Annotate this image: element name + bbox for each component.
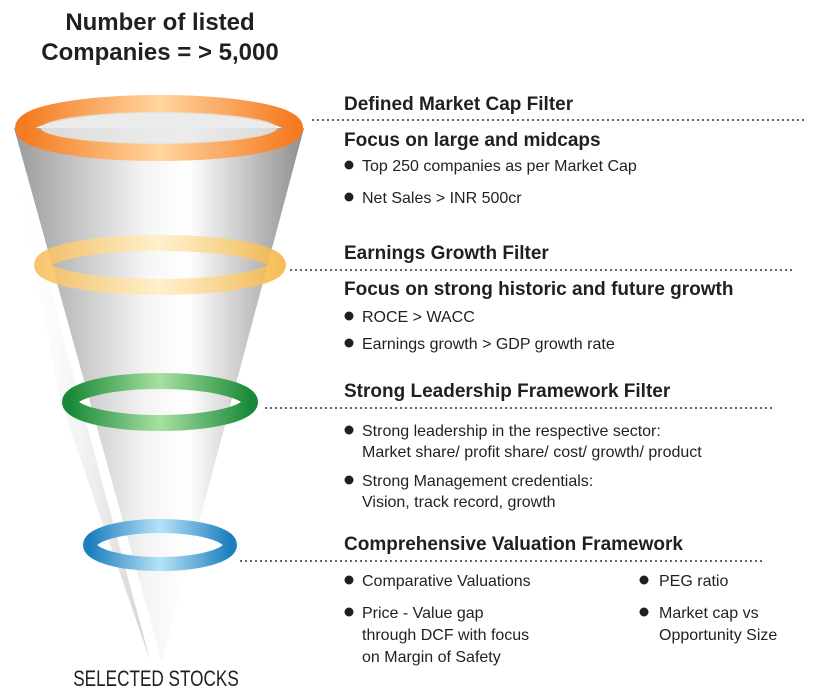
bullet	[345, 312, 354, 321]
filter-title: Earnings Growth Filter	[344, 243, 549, 264]
funnel-diagram: Number of listed Companies = > 5,000 Def…	[0, 0, 817, 694]
bullet-text: Earnings growth > GDP growth rate	[362, 336, 615, 353]
bullet-text: ROCE > WACC	[362, 309, 475, 326]
bullet	[345, 193, 354, 202]
title: Number of listed	[65, 9, 254, 36]
bullet-text: Vision, track record, growth	[362, 494, 556, 511]
bullet-text: Strong Management credentials:	[362, 473, 593, 490]
bullet-text: PEG ratio	[659, 573, 728, 590]
bullet	[345, 576, 354, 585]
ring-inner	[41, 112, 277, 144]
bullet	[345, 426, 354, 435]
footer-label: SELECTED STOCKS	[73, 667, 239, 692]
filter-subtitle: Focus on strong historic and future grow…	[344, 279, 734, 300]
bullet	[345, 161, 354, 170]
bullet-text: Top 250 companies as per Market Cap	[362, 158, 637, 175]
bullet-text: Comparative Valuations	[362, 573, 531, 590]
title: Companies = > 5,000	[41, 39, 278, 66]
bullet-text: Price - Value gap	[362, 605, 484, 622]
bullet-text: Market cap vs	[659, 605, 759, 622]
bullet	[345, 476, 354, 485]
bullet	[345, 608, 354, 617]
bullet-text: Market share/ profit share/ cost/ growth…	[362, 444, 702, 461]
bullet-text: Opportunity Size	[659, 627, 777, 644]
filter-title: Strong Leadership Framework Filter	[344, 381, 671, 402]
bullet	[640, 576, 649, 585]
filter-title: Comprehensive Valuation Framework	[344, 534, 683, 555]
bullet	[640, 608, 649, 617]
bullet	[345, 339, 354, 348]
filter-title: Defined Market Cap Filter	[344, 94, 574, 115]
bullet-text: Strong leadership in the respective sect…	[362, 423, 661, 440]
bullet-text: Net Sales > INR 500cr	[362, 190, 522, 207]
cone	[14, 128, 304, 662]
filter-subtitle: Focus on large and midcaps	[344, 130, 601, 151]
bullet-text: through DCF with focus	[362, 627, 529, 644]
bullet-text: on Margin of Safety	[362, 649, 501, 666]
